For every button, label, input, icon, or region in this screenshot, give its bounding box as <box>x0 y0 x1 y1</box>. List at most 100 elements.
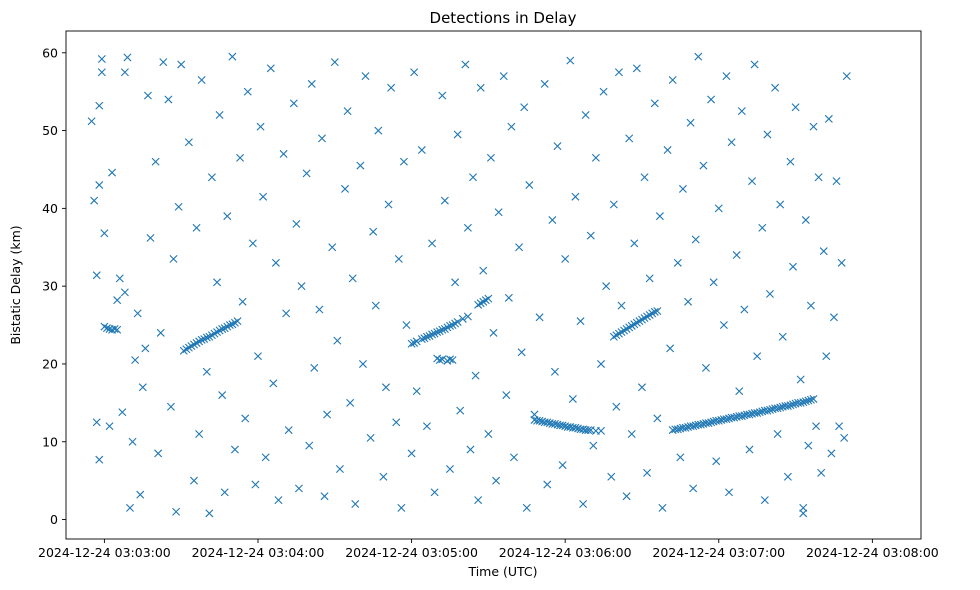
data-point <box>146 233 155 242</box>
data-point <box>678 184 687 193</box>
data-point <box>438 355 447 364</box>
data-point <box>110 324 119 333</box>
data-point <box>151 157 160 166</box>
data-point <box>379 472 388 481</box>
data-point <box>599 87 608 96</box>
data-point <box>392 418 401 427</box>
data-point <box>412 387 421 396</box>
data-point <box>796 398 805 407</box>
data-point <box>558 461 567 470</box>
data-point <box>197 335 206 344</box>
data-point <box>394 254 403 263</box>
data-point <box>371 301 380 310</box>
data-point <box>842 72 851 81</box>
data-point <box>202 333 211 342</box>
y-tick-label: 50 <box>42 123 58 138</box>
data-point <box>737 107 746 116</box>
data-point <box>668 76 677 84</box>
data-point <box>773 429 782 438</box>
data-point <box>653 414 662 423</box>
data-point <box>625 134 634 143</box>
data-point <box>230 445 239 454</box>
data-point <box>489 328 498 337</box>
data-point <box>218 324 227 333</box>
data-point <box>351 500 360 508</box>
data-point <box>804 441 813 450</box>
data-point <box>402 321 411 330</box>
data-point <box>105 422 114 431</box>
data-point <box>676 453 685 462</box>
data-point <box>553 142 562 151</box>
data-point <box>422 422 431 431</box>
data-point <box>97 55 106 63</box>
data-point <box>417 335 426 344</box>
data-point <box>712 457 721 466</box>
data-point <box>484 294 493 303</box>
data-point <box>407 449 416 458</box>
data-point <box>343 107 352 116</box>
data-point <box>829 313 838 322</box>
data-point <box>658 503 667 512</box>
data-points <box>87 52 851 518</box>
y-tick-label: 40 <box>42 201 58 216</box>
data-point <box>745 410 754 419</box>
y-tick-label: 20 <box>42 356 58 371</box>
data-point <box>397 503 406 512</box>
data-point <box>581 111 590 120</box>
data-point <box>143 91 152 100</box>
data-point <box>463 223 472 232</box>
data-point <box>748 177 757 186</box>
plot-area <box>66 31 921 539</box>
data-point <box>791 103 800 112</box>
data-point <box>522 503 531 512</box>
data-point <box>384 200 393 209</box>
data-point <box>650 307 659 316</box>
data-point <box>689 484 698 493</box>
data-point <box>640 173 649 182</box>
data-point <box>128 437 137 446</box>
data-point <box>517 348 526 357</box>
data-point <box>827 449 836 458</box>
data-point <box>374 126 383 135</box>
data-point <box>609 200 618 209</box>
data-point <box>763 130 772 139</box>
data-point <box>126 503 134 512</box>
data-point <box>282 309 291 318</box>
data-point <box>778 332 787 341</box>
data-point <box>520 103 529 112</box>
data-point <box>696 420 705 429</box>
data-point <box>725 488 733 497</box>
data-point <box>663 146 672 155</box>
data-point <box>90 196 99 205</box>
data-point <box>535 416 544 425</box>
data-point <box>694 52 703 61</box>
data-point <box>786 157 795 166</box>
data-point <box>540 79 549 88</box>
data-point <box>806 395 815 404</box>
data-point <box>251 480 260 489</box>
data-point <box>113 325 122 334</box>
data-point <box>617 301 626 310</box>
data-point <box>799 503 808 512</box>
data-point <box>673 258 682 267</box>
data-point <box>765 405 774 414</box>
data-point <box>445 321 454 330</box>
data-point <box>753 408 762 417</box>
data-point <box>719 321 728 330</box>
data-point <box>655 212 664 221</box>
data-point <box>548 216 557 225</box>
data-point <box>701 363 710 372</box>
data-point <box>776 200 785 209</box>
data-point <box>817 468 826 477</box>
data-point <box>709 278 718 287</box>
data-point <box>284 426 293 435</box>
x-tick-label: 2024-12-24 03:05:00 <box>345 545 478 560</box>
data-point <box>699 161 708 170</box>
data-point <box>819 247 828 256</box>
data-point <box>765 289 774 298</box>
data-point <box>87 117 96 126</box>
data-point <box>691 235 700 244</box>
data-point <box>689 422 698 431</box>
data-point <box>840 433 849 442</box>
x-tick-label: 2024-12-24 03:04:00 <box>192 545 325 560</box>
